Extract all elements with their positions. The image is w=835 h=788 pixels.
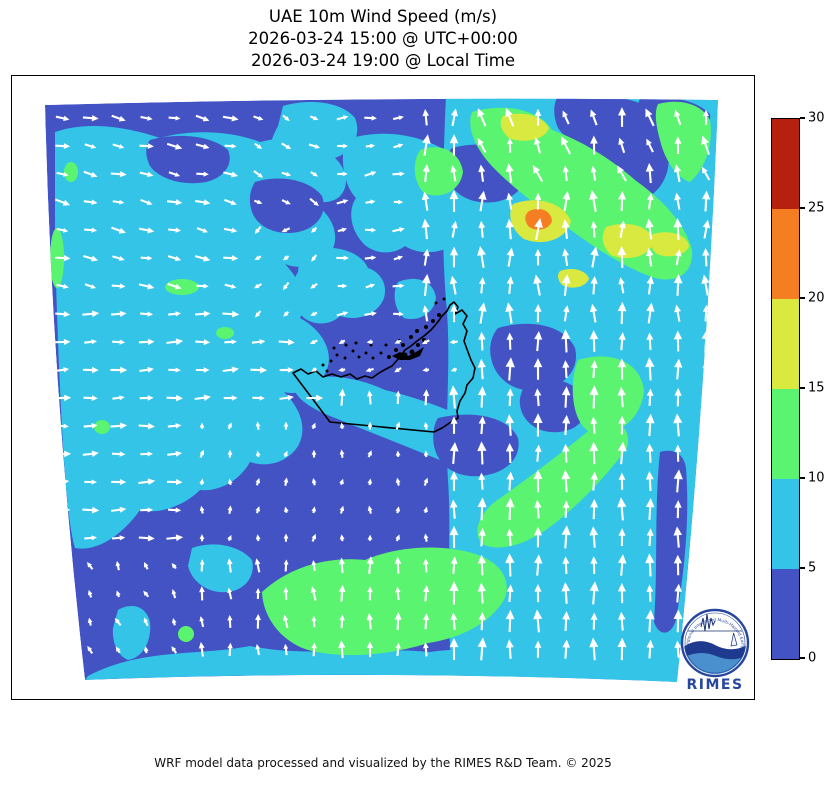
colorbar-tick bbox=[800, 657, 805, 659]
colorbar-tick-label: 30 bbox=[808, 110, 825, 126]
colorbar-tick bbox=[800, 117, 805, 119]
title-line-3: 2026-03-24 19:00 @ Local Time bbox=[250, 51, 516, 70]
colorbar-tick bbox=[800, 387, 805, 389]
colorbar-tick-label: 0 bbox=[808, 650, 817, 666]
colorbar-tick bbox=[800, 297, 805, 299]
colorbar-segment bbox=[772, 209, 799, 299]
colorbar-tick-label: 10 bbox=[808, 470, 825, 486]
footer-credit: WRF model data processed and visualized … bbox=[154, 756, 612, 770]
title-line-2: 2026-03-24 15:00 @ UTC+00:00 bbox=[248, 29, 518, 48]
colorbar-tick-label: 15 bbox=[808, 380, 825, 396]
colorbar bbox=[771, 118, 800, 660]
colorbar-segment bbox=[772, 479, 799, 569]
colorbar-tick bbox=[800, 567, 805, 569]
colorbar-tick-label: 25 bbox=[808, 200, 825, 216]
logo-inner-ring bbox=[684, 612, 746, 674]
chart-title: UAE 10m Wind Speed (m/s) 2026-03-24 15:0… bbox=[0, 6, 766, 72]
colorbar-tick-label: 20 bbox=[808, 290, 825, 306]
logo-lighthouse-icon bbox=[730, 632, 738, 647]
colorbar-tick bbox=[800, 207, 805, 209]
title-line-1: UAE 10m Wind Speed (m/s) bbox=[268, 7, 498, 26]
wind-quiver-arrows bbox=[54, 107, 711, 661]
colorbar-segment bbox=[772, 299, 799, 389]
logo-seismogram-icon bbox=[700, 613, 716, 632]
colorbar-tick-label: 5 bbox=[808, 560, 817, 576]
colorbar-segment bbox=[772, 389, 799, 479]
uae-country-outline bbox=[292, 297, 476, 433]
colorbar-segment bbox=[772, 119, 799, 209]
colorbar-segment bbox=[772, 569, 799, 659]
logo-rimes-label: RIMES bbox=[686, 677, 743, 693]
colorbar-tick bbox=[800, 477, 805, 479]
wind-map: Regional Integrated Multi-Hazard Early W… bbox=[11, 75, 750, 693]
